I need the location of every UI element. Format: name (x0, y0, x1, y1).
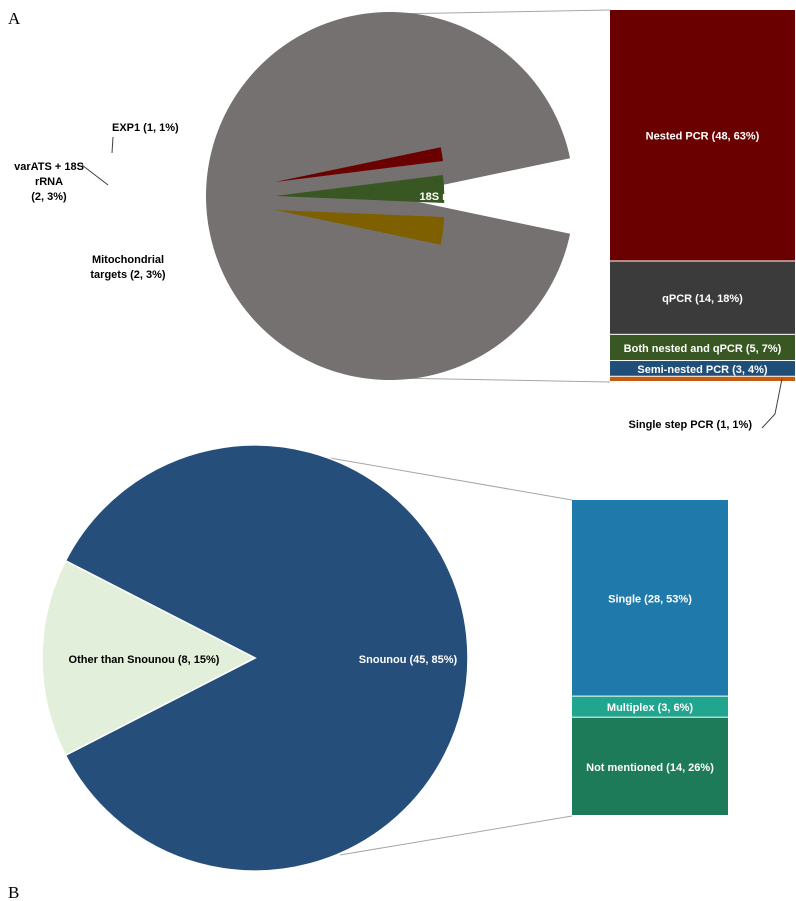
panel-b-connector-lines (329, 457, 573, 856)
pie-label-mitochondrial-targets-2-3: Mitochondrial targets (2, 3%) (90, 254, 166, 281)
bar-segment-not-mentioned-14-26 (572, 717, 728, 815)
pie-label-18s-rrna-71-93: 18S rRNA (71, 93%) (419, 191, 520, 203)
leader-line-varats (81, 164, 109, 186)
bar-segment-qpcr-14-18 (610, 261, 795, 334)
panel-a-leader-lines (81, 136, 783, 429)
bar-segment-semi-nested-pcr-3-4 (610, 361, 795, 376)
bar-label-multiplex-3-6: Multiplex (3, 6%) (607, 702, 694, 714)
connector-line-bottom (389, 377, 611, 383)
panel-a-bar (610, 10, 795, 381)
pie-slice-mitochondrial-targets-2-3 (275, 210, 445, 245)
pie-label-exp1-1-1: EXP1 (1, 1%) (112, 122, 179, 134)
bar-label-both-nested-and-qpcr-5-7: Both nested and qPCR (5, 7%) (624, 343, 782, 355)
bar-label-qpcr-14-18: qPCR (14, 18%) (662, 293, 743, 305)
bar-label-single-step-pcr-1-1: Single step PCR (1, 1%) (629, 419, 753, 431)
pie-label-other-than-snounou-8-15: Other than Snounou (8, 15%) (69, 654, 220, 666)
bar-segment-single-28-53 (572, 500, 728, 696)
pie-slice-varats-18s-rrna-2-3 (275, 175, 445, 203)
pie-slice-exp1-1-1 (275, 147, 443, 182)
bar-label-semi-nested-pcr-3-4: Semi-nested PCR (3, 4%) (637, 364, 768, 376)
bar-segment-nested-pcr-48-63 (610, 10, 795, 261)
pie-slice-snounou-45-85 (64, 444, 469, 872)
bar-label-single-28-53: Single (28, 53%) (608, 593, 692, 605)
connector-line-bottom (339, 815, 573, 856)
panel-b-pie (41, 444, 469, 872)
pie-slice-other-than-snounou-8-15 (41, 559, 257, 757)
leader-line-single-step-pcr (761, 378, 783, 429)
bar-segment-single-step-pcr-1-1 (610, 376, 795, 381)
connector-line-top (389, 9, 611, 15)
connector-line-top (329, 457, 573, 501)
bar-label-not-mentioned-14-26: Not mentioned (14, 26%) (586, 762, 714, 774)
bar-label-nested-pcr-48-63: Nested PCR (48, 63%) (646, 131, 760, 143)
panel-a-pie (205, 11, 571, 380)
bar-segment-multiplex-3-6 (572, 696, 728, 717)
panel-b-bar (572, 500, 728, 815)
pie-label-varats-18s-rrna-2-3: varATS + 18S rRNA (2, 3%) (14, 161, 84, 203)
panel-a-label: A (8, 9, 21, 28)
panel-b-label: B (8, 883, 19, 901)
panel-a-connector-lines (389, 9, 611, 383)
bar-segment-both-nested-and-qpcr-5-7 (610, 334, 795, 361)
leader-line-exp1 (111, 136, 114, 154)
panel-b-labels: Single (28, 53%) Multiplex (3, 6%) Not men… (69, 593, 715, 774)
panel-a-labels: Nested PCR (48, 63%) qPCR (14, 18%) Both n… (14, 122, 782, 431)
pie-label-snounou-45-85: Snounou (45, 85%) (359, 654, 458, 666)
